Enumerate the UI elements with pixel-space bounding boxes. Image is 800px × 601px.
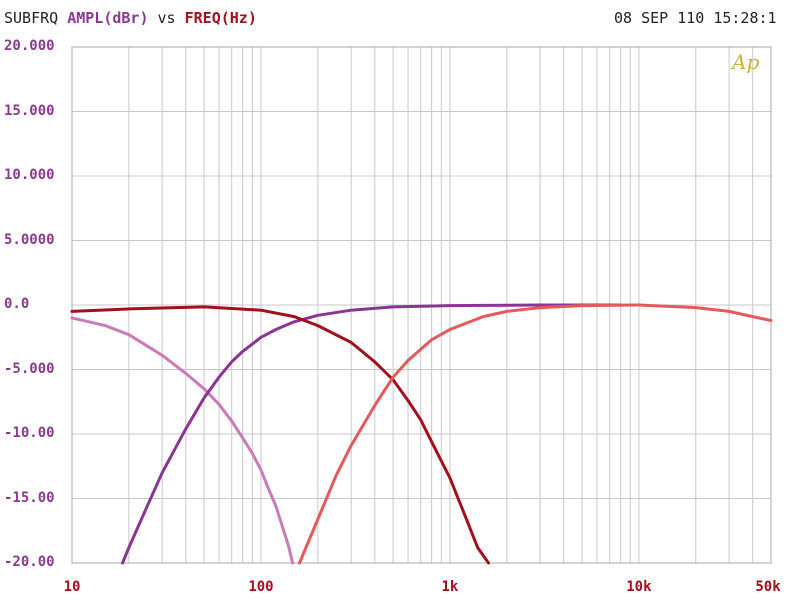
series-line-3: [70, 305, 490, 565]
y-axis-title: AMPL(dBr): [67, 9, 149, 27]
ap-logo: Ap: [732, 50, 760, 74]
y-tick-label: -20.00: [4, 554, 55, 570]
y-tick-label: 15.000: [4, 102, 55, 119]
y-tick-label: 20.000: [4, 38, 55, 54]
y-tick-label: -15.00: [4, 489, 55, 506]
y-tick-label: 0.0: [4, 296, 30, 312]
series-line-4: [298, 303, 773, 565]
header-left-label: SUBFRQ: [4, 9, 59, 27]
x-tick-label: 10k: [626, 579, 652, 595]
plot-curves: [70, 303, 773, 565]
series-line-1: [70, 316, 295, 565]
x-tick-label: 100: [248, 579, 274, 595]
y-tick-label: 5.0000: [4, 231, 55, 248]
x-tick-label: 10: [63, 579, 81, 595]
plot-frame: [71, 46, 772, 564]
chart-header: SUBFRQ AMPL(dBr) vs FREQ(Hz): [4, 9, 257, 27]
timestamp: 08 SEP 110 15:28:1: [614, 9, 777, 27]
y-tick-label: -5.000: [4, 360, 55, 377]
x-tick-label: 1k: [441, 579, 459, 595]
y-tick-label: -10.00: [4, 425, 55, 441]
header-vs: vs: [157, 9, 176, 27]
series-line-2: [121, 303, 623, 565]
y-tick-label: 10.000: [4, 167, 55, 183]
x-tick-label: 50k: [755, 579, 781, 595]
x-axis-title: FREQ(Hz): [184, 9, 257, 27]
